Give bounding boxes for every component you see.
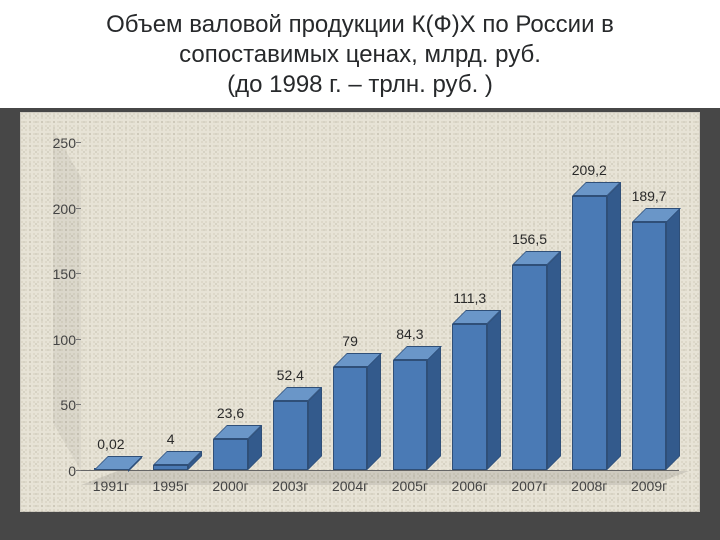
category-label: 2006г — [452, 478, 488, 494]
category-label: 2003г — [272, 478, 308, 494]
bar-side — [308, 387, 322, 470]
y-tick-mark — [76, 404, 81, 405]
y-tick-mark — [76, 142, 81, 143]
y-tick-mark — [76, 273, 81, 274]
y-tick-mark — [76, 470, 81, 471]
bar-data-label: 189,7 — [619, 188, 679, 204]
bar-data-label: 84,3 — [380, 326, 440, 342]
category-label: 2008г — [571, 478, 607, 494]
bar-side — [547, 251, 561, 470]
bar — [153, 465, 188, 470]
bar — [333, 367, 368, 470]
category-label: 2009г — [631, 478, 667, 494]
bar-side — [666, 208, 680, 470]
bar-face — [632, 222, 667, 470]
y-tick-label: 150 — [21, 266, 76, 282]
category-label: 1995г — [153, 478, 189, 494]
bar-data-label: 52,4 — [260, 367, 320, 383]
bar — [572, 196, 607, 470]
bar-side — [607, 182, 621, 470]
bar-face — [452, 324, 487, 470]
y-tick-mark — [76, 339, 81, 340]
bar — [213, 439, 248, 470]
y-tick-label: 0 — [21, 463, 76, 479]
bar-data-label: 111,3 — [440, 290, 500, 306]
bar-data-label: 79 — [320, 333, 380, 349]
title-line-3: (до 1998 г. – трлн. руб. ) — [20, 70, 700, 100]
chart-plot: 0,021991г41995г23,62000г52,42003г792004г… — [81, 143, 679, 471]
category-label: 2007г — [511, 478, 547, 494]
bar-data-label: 23,6 — [201, 405, 261, 421]
category-label: 1991г — [93, 478, 129, 494]
y-tick-label: 50 — [21, 397, 76, 413]
chart-area: 0,02 1991г 4 1995г 23,6 2000г 52,4 2003г 79 2004г… — [20, 112, 700, 512]
bar-data-label: 209,2 — [559, 162, 619, 178]
slide-title-band: Объем валовой продукции К(Ф)Х по России … — [0, 0, 720, 108]
bar-face — [213, 439, 248, 470]
bar-data-label: 0,02 — [81, 436, 141, 452]
bar — [452, 324, 487, 470]
bar-side — [367, 353, 381, 470]
y-tick-label: 200 — [21, 201, 76, 217]
chart-bars: 0,021991г41995г23,62000г52,42003г792004г… — [81, 143, 679, 471]
bar — [512, 265, 547, 470]
chart-3d-wall — [53, 129, 81, 471]
y-tick-label: 100 — [21, 332, 76, 348]
bar-data-label: 4 — [141, 431, 201, 447]
bar-face — [333, 367, 368, 470]
bar-face — [273, 401, 308, 470]
title-line-2: сопоставимых ценах, млрд. руб. — [20, 40, 700, 70]
y-tick-mark — [76, 208, 81, 209]
bar — [393, 360, 428, 470]
category-label: 2004г — [332, 478, 368, 494]
slide: Объем валовой продукции К(Ф)Х по России … — [0, 0, 720, 540]
bar — [632, 222, 667, 470]
category-label: 2000г — [212, 478, 248, 494]
bar — [273, 401, 308, 470]
bar-face — [393, 360, 428, 470]
bar-face — [512, 265, 547, 470]
y-tick-label: 250 — [21, 135, 76, 151]
title-line-1: Объем валовой продукции К(Ф)Х по России … — [20, 10, 700, 40]
bar-data-label: 156,5 — [500, 231, 560, 247]
bar-side — [487, 310, 501, 470]
bar-face — [572, 196, 607, 470]
bar-face — [153, 465, 188, 470]
category-label: 2005г — [392, 478, 428, 494]
bar-side — [427, 346, 441, 470]
